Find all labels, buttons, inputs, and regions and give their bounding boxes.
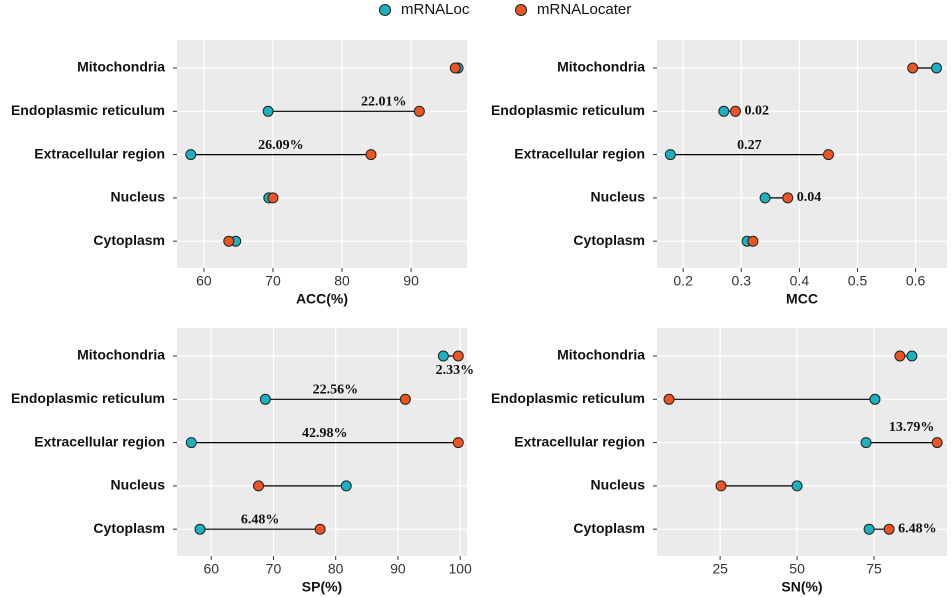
- point: [906, 350, 918, 362]
- point: [822, 149, 834, 161]
- annotation: 42.98%: [302, 426, 348, 441]
- point: [869, 393, 881, 405]
- point: [715, 480, 727, 492]
- y-tick-label: Cytoplasm: [573, 232, 645, 248]
- y-tick-label: Extracellular region: [34, 145, 165, 161]
- y-tick-label: Endoplasmic reticulum: [11, 102, 165, 118]
- y-tick-label: Nucleus: [591, 189, 646, 205]
- y-tick-label: Extracellular region: [514, 433, 645, 449]
- point: [791, 480, 803, 492]
- x-tick-label: 80: [328, 561, 344, 577]
- x-tick-label: 0.2: [673, 273, 693, 289]
- y-tick-label: Cytoplasm: [93, 520, 165, 536]
- point: [907, 62, 919, 74]
- y-tick-label: Endoplasmic reticulum: [11, 390, 165, 406]
- y-tick-label: Mitochondria: [77, 347, 165, 363]
- x-tick-label: 0.3: [732, 273, 752, 289]
- point: [365, 149, 377, 161]
- point: [413, 105, 425, 117]
- point: [253, 480, 265, 492]
- point: [437, 350, 449, 362]
- point: [664, 149, 676, 161]
- legend-label: mRNALocater: [537, 1, 631, 18]
- y-tick-label: Cytoplasm: [573, 520, 645, 536]
- annotation: 13.79%: [889, 420, 935, 435]
- point: [931, 437, 943, 449]
- point: [663, 393, 675, 405]
- point: [185, 149, 197, 161]
- y-tick-label: Mitochondria: [557, 59, 645, 75]
- x-axis-label: MCC: [786, 291, 818, 307]
- x-tick-label: 25: [712, 561, 728, 577]
- y-tick-label: Nucleus: [111, 189, 166, 205]
- x-tick-label: 50: [789, 561, 805, 577]
- x-tick-label: 75: [866, 561, 882, 577]
- x-tick-label: 60: [196, 273, 212, 289]
- y-tick-label: Extracellular region: [514, 145, 645, 161]
- point: [931, 62, 943, 74]
- y-tick-label: Extracellular region: [34, 433, 165, 449]
- point: [452, 437, 464, 449]
- y-tick-label: Endoplasmic reticulum: [491, 390, 645, 406]
- point: [259, 393, 271, 405]
- annotation: 22.01%: [361, 95, 407, 110]
- y-tick-label: Nucleus: [111, 477, 166, 493]
- legend-swatch: [379, 4, 391, 16]
- point: [399, 393, 411, 405]
- point: [194, 523, 206, 535]
- x-tick-label: 70: [265, 273, 281, 289]
- point: [894, 350, 906, 362]
- annotation: 6.48%: [241, 512, 280, 527]
- point: [262, 105, 274, 117]
- point: [747, 235, 759, 247]
- point: [314, 523, 326, 535]
- x-axis-label: SP(%): [302, 579, 342, 595]
- point: [860, 437, 872, 449]
- point: [729, 105, 741, 117]
- point: [883, 523, 895, 535]
- annotation: 0.27: [737, 138, 762, 153]
- point: [267, 192, 279, 204]
- x-axis-label: ACC(%): [296, 291, 348, 307]
- point: [782, 192, 794, 204]
- x-tick-label: 0.5: [848, 273, 868, 289]
- point: [223, 235, 235, 247]
- point: [340, 480, 352, 492]
- x-tick-label: 60: [203, 561, 219, 577]
- x-tick-label: 100: [448, 561, 472, 577]
- y-tick-label: Mitochondria: [557, 347, 645, 363]
- x-tick-label: 90: [390, 561, 406, 577]
- y-tick-label: Nucleus: [591, 477, 646, 493]
- x-tick-label: 70: [266, 561, 282, 577]
- point: [185, 437, 197, 449]
- point: [759, 192, 771, 204]
- legend-swatch: [515, 4, 527, 16]
- x-tick-label: 0.6: [906, 273, 926, 289]
- point: [718, 105, 730, 117]
- legend-label: mRNALoc: [401, 1, 470, 18]
- y-tick-label: Mitochondria: [77, 59, 165, 75]
- annotation: 0.04: [797, 190, 822, 205]
- y-tick-label: Endoplasmic reticulum: [491, 102, 645, 118]
- point: [863, 523, 875, 535]
- annotation: 2.33%: [436, 363, 475, 378]
- x-tick-label: 90: [403, 273, 419, 289]
- point: [449, 62, 461, 74]
- x-tick-label: 0.4: [790, 273, 810, 289]
- y-tick-label: Cytoplasm: [93, 232, 165, 248]
- annotation: 6.48%: [898, 521, 937, 536]
- annotation: 0.02: [744, 104, 769, 119]
- annotation: 22.56%: [313, 383, 359, 398]
- x-axis-label: SN(%): [781, 579, 822, 595]
- annotation: 26.09%: [258, 138, 304, 153]
- x-tick-label: 80: [334, 273, 350, 289]
- point: [452, 350, 464, 362]
